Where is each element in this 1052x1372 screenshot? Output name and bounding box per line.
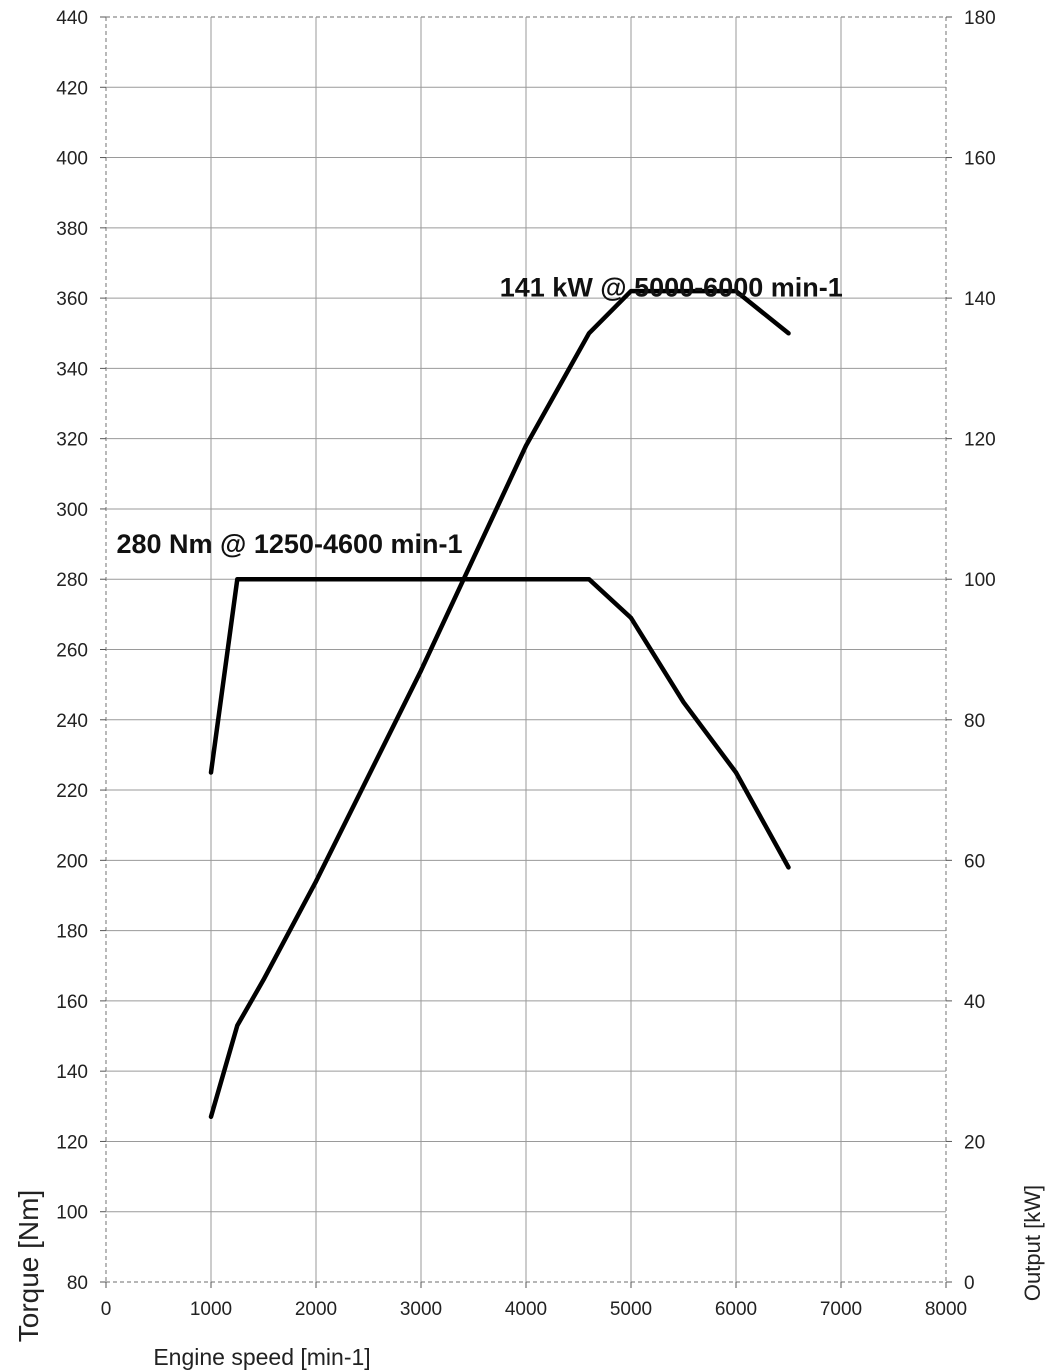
y-tick-label-380: 380 [56,219,88,240]
y2-tick-label-160: 160 [964,149,996,170]
x-axis-title: Engine speed [min-1] [153,1344,370,1370]
x-tick-label-7000: 7000 [820,1299,862,1320]
y-tick-label-80: 80 [67,1273,88,1294]
y-tick-label-140: 140 [56,1062,88,1083]
x-tick-label-8000: 8000 [925,1299,967,1320]
series-group [208,288,791,1120]
y-tick-label-300: 300 [56,500,88,521]
y-tick-label-100: 100 [56,1203,88,1224]
y-tick-label-120: 120 [56,1132,88,1153]
y-tick-label-360: 360 [56,289,88,310]
y-tick-label-340: 340 [56,359,88,380]
x-tick-label-1000: 1000 [190,1299,232,1320]
y2-tick-label-180: 180 [964,8,996,29]
y-tick-label-280: 280 [56,570,88,591]
plot-frame [100,16,952,1288]
annotation-label-1: 141 kW @ 5000-6000 min-1 [500,273,843,303]
annotation-label-2: 280 Nm @ 1250-4600 min-1 [117,529,463,559]
y-tick-label-320: 320 [56,430,88,451]
y-tick-label-160: 160 [56,992,88,1013]
y2-tick-label-120: 120 [964,430,996,451]
y2-tick-label-20: 20 [964,1132,985,1153]
x-tick-label-5000: 5000 [610,1299,652,1320]
y2-tick-label-80: 80 [964,711,985,732]
annotations: 141 kW @ 5000-6000 min-1 280 Nm @ 1250-46… [117,273,843,560]
y-tick-label-440: 440 [56,8,88,29]
y-axis-title: Torque [Nm] [13,1190,44,1343]
torque-curve [208,576,791,870]
y2-axis-title: Output [kW] [1020,1185,1045,1301]
y2-tick-label-60: 60 [964,851,985,872]
y-tick-label-400: 400 [56,149,88,170]
x-tick-label-4000: 4000 [505,1299,547,1320]
tick-labels: 8010012014016018020022024026028030032034… [56,8,995,1320]
y-tick-label-200: 200 [56,851,88,872]
y-tick-label-240: 240 [56,711,88,732]
y2-tick-label-140: 140 [964,289,996,310]
y-tick-label-220: 220 [56,781,88,802]
y2-tick-label-40: 40 [964,992,985,1013]
y-tick-label-260: 260 [56,641,88,662]
y-tick-label-180: 180 [56,922,88,943]
y-tick-label-420: 420 [56,78,88,99]
x-tick-label-6000: 6000 [715,1299,757,1320]
output-curve [208,288,791,1120]
grid [106,17,946,1282]
x-tick-label-2000: 2000 [295,1299,337,1320]
x-tick-label-3000: 3000 [400,1299,442,1320]
x-tick-label-0: 0 [101,1299,112,1320]
y2-tick-label-0: 0 [964,1273,975,1294]
y2-tick-label-100: 100 [964,570,996,591]
